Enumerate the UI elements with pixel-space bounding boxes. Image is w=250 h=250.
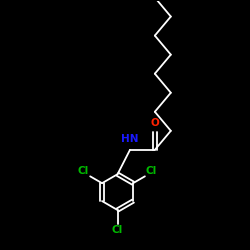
Text: HN: HN [121, 134, 139, 144]
Text: O: O [150, 118, 159, 128]
Text: Cl: Cl [146, 166, 157, 176]
Text: Cl: Cl [112, 225, 123, 235]
Text: Cl: Cl [78, 166, 89, 176]
